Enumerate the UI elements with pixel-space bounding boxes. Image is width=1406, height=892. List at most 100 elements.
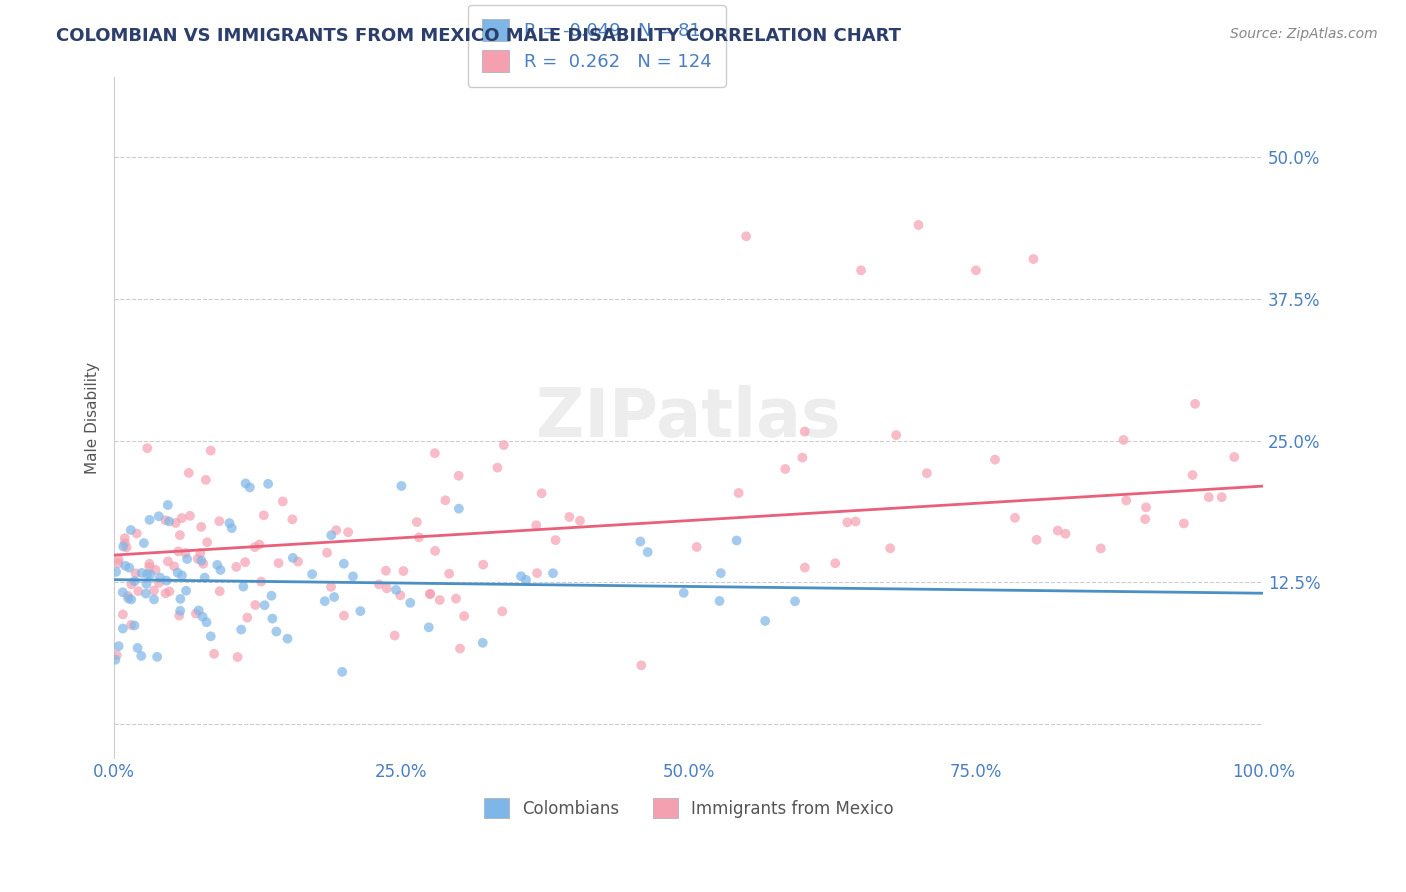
Point	[166, 566, 188, 580]
Point	[231, 623, 253, 637]
Point	[257, 476, 280, 491]
Point	[111, 607, 134, 622]
Point	[637, 545, 659, 559]
Point	[138, 560, 160, 574]
Point	[1135, 500, 1157, 515]
Text: COLOMBIAN VS IMMIGRANTS FROM MEXICO MALE DISABILITY CORRELATION CHART: COLOMBIAN VS IMMIGRANTS FROM MEXICO MALE…	[56, 27, 901, 45]
Point	[879, 541, 901, 556]
Point	[907, 218, 929, 232]
Point	[337, 525, 360, 540]
Point	[849, 263, 872, 277]
Point	[187, 551, 209, 566]
Point	[208, 584, 231, 599]
Point	[200, 629, 222, 643]
Point	[399, 596, 422, 610]
Point	[218, 516, 240, 530]
Point	[984, 452, 1007, 467]
Point	[225, 559, 247, 574]
Point	[111, 622, 134, 636]
Point	[389, 588, 412, 602]
Point	[1004, 510, 1026, 524]
Point	[281, 512, 304, 526]
Point	[146, 649, 169, 664]
Point	[349, 604, 371, 618]
Point	[159, 584, 181, 599]
Point	[437, 566, 460, 581]
Point	[735, 229, 758, 244]
Point	[260, 589, 283, 603]
Point	[104, 653, 127, 667]
Point	[132, 536, 155, 550]
Point	[1198, 490, 1220, 504]
Point	[127, 640, 149, 655]
Point	[174, 546, 197, 560]
Point	[135, 577, 157, 591]
Point	[195, 615, 218, 630]
Point	[243, 540, 266, 554]
Point	[155, 574, 177, 588]
Point	[127, 584, 149, 599]
Point	[124, 618, 146, 632]
Point	[418, 620, 440, 634]
Point	[281, 550, 304, 565]
Point	[1090, 541, 1112, 556]
Point	[434, 493, 457, 508]
Y-axis label: Male Disability: Male Disability	[86, 362, 100, 474]
Point	[167, 608, 190, 623]
Point	[156, 554, 179, 568]
Point	[253, 508, 276, 523]
Point	[190, 520, 212, 534]
Point	[524, 518, 547, 533]
Point	[530, 486, 553, 500]
Point	[187, 603, 209, 617]
Point	[301, 567, 323, 582]
Point	[727, 486, 749, 500]
Point	[191, 609, 214, 624]
Point	[271, 494, 294, 508]
Point	[253, 599, 276, 613]
Point	[384, 628, 406, 642]
Point	[472, 558, 495, 572]
Point	[1115, 493, 1137, 508]
Point	[319, 580, 342, 594]
Point	[471, 636, 494, 650]
Point	[515, 573, 537, 587]
Point	[333, 557, 356, 571]
Point	[686, 540, 709, 554]
Point	[120, 577, 142, 591]
Point	[188, 546, 211, 560]
Point	[111, 585, 134, 599]
Point	[245, 598, 267, 612]
Point	[157, 514, 180, 528]
Point	[195, 535, 218, 549]
Point	[558, 509, 581, 524]
Point	[1054, 526, 1077, 541]
Point	[135, 586, 157, 600]
Point	[342, 569, 364, 583]
Point	[165, 516, 187, 530]
Point	[325, 523, 347, 537]
Point	[423, 544, 446, 558]
Point	[510, 569, 533, 583]
Point	[105, 648, 128, 662]
Point	[725, 533, 748, 548]
Point	[232, 580, 254, 594]
Point	[139, 567, 162, 582]
Point	[142, 583, 165, 598]
Point	[124, 574, 146, 589]
Point	[169, 528, 191, 542]
Text: Source: ZipAtlas.com: Source: ZipAtlas.com	[1230, 27, 1378, 41]
Point	[541, 566, 564, 581]
Point	[190, 553, 212, 567]
Point	[392, 564, 415, 578]
Point	[314, 594, 336, 608]
Point	[209, 563, 232, 577]
Point	[163, 559, 186, 574]
Point	[526, 566, 548, 581]
Point	[177, 466, 200, 480]
Point	[117, 589, 139, 603]
Point	[323, 590, 346, 604]
Point	[792, 450, 814, 465]
Point	[145, 563, 167, 577]
Point	[429, 593, 451, 607]
